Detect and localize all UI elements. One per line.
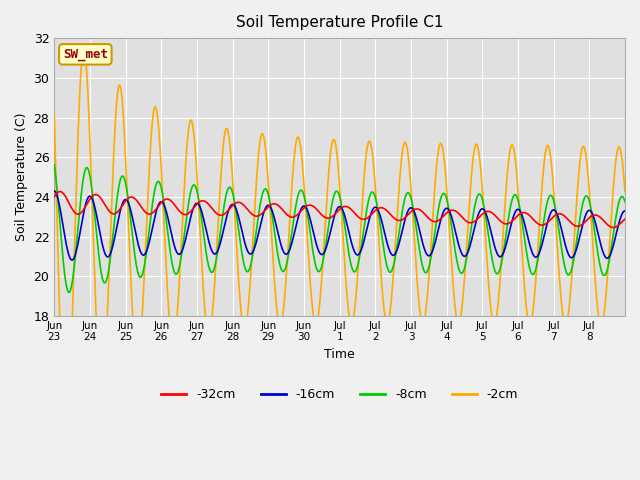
Legend: -32cm, -16cm, -8cm, -2cm: -32cm, -16cm, -8cm, -2cm (156, 384, 523, 407)
Title: Soil Temperature Profile C1: Soil Temperature Profile C1 (236, 15, 444, 30)
X-axis label: Time: Time (324, 348, 355, 361)
Y-axis label: Soil Temperature (C): Soil Temperature (C) (15, 113, 28, 241)
Text: SW_met: SW_met (63, 48, 108, 61)
